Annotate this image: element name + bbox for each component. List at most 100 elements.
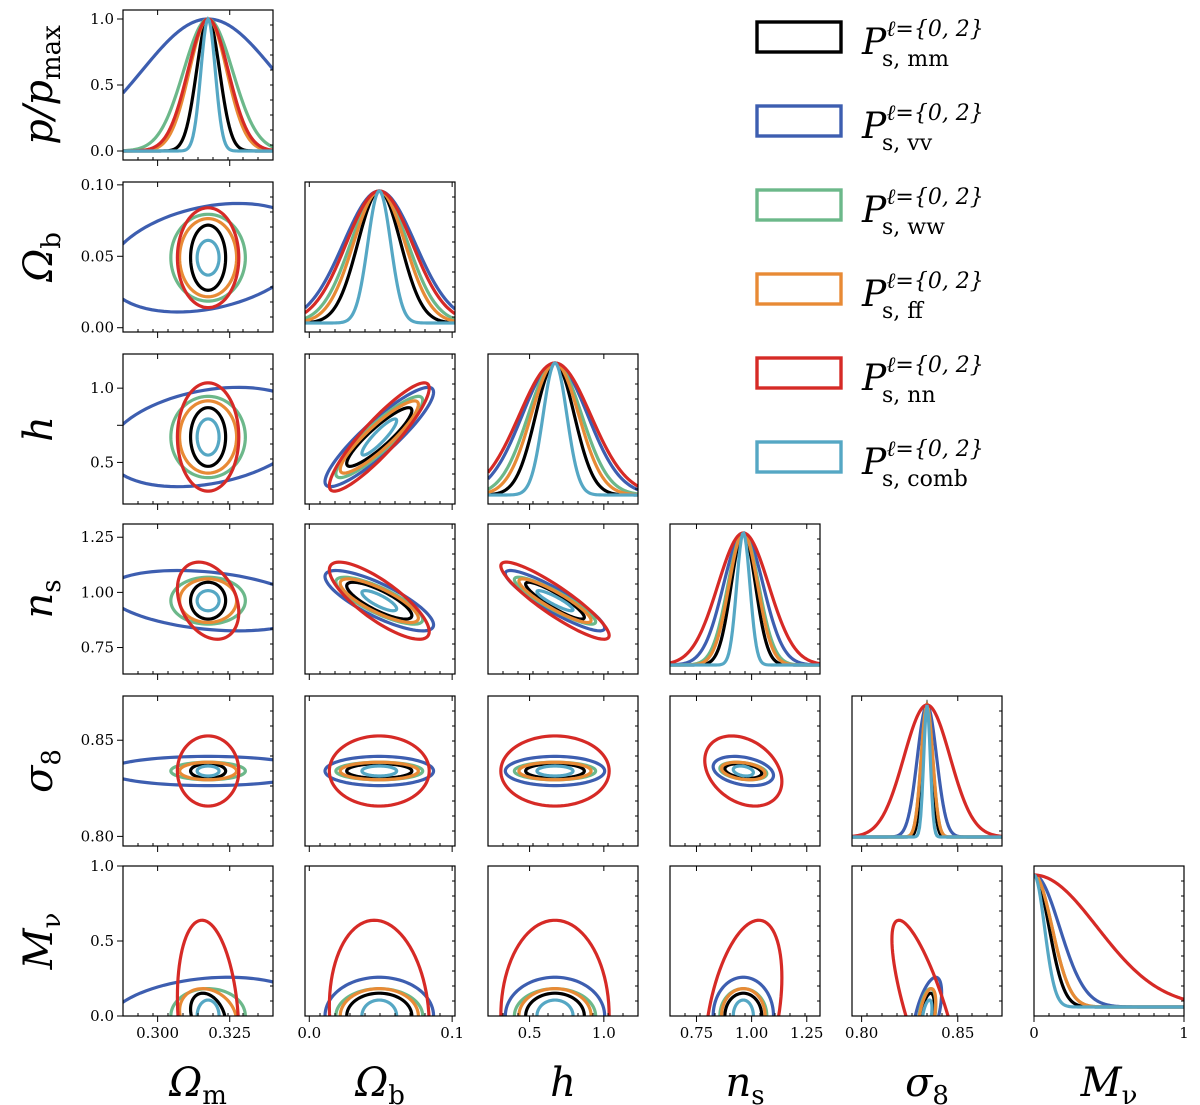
contour-h-s8-series-3 xyxy=(517,760,593,782)
x-tick-label: 1.00 xyxy=(735,1024,768,1042)
panel-ns-s8 xyxy=(669,695,821,852)
contour-Om-Mnu-series-1 xyxy=(123,975,273,1005)
x-axis-label-Om: Ωm xyxy=(168,1060,227,1105)
legend-item: Pℓ={0, 2} s, vv xyxy=(755,101,984,156)
panel-marks xyxy=(670,530,820,667)
contour-Ob-Mnu-series-0 xyxy=(345,991,414,1016)
contour-Ob-h-series-0 xyxy=(345,406,414,468)
panel-Om-Mnu: 0.0 0.5 1.0 0.300 0.325 Ωm Mν xyxy=(16,857,274,1105)
contour-Om-s8-series-0 xyxy=(188,762,228,780)
contour-ns-Mnu-series-1 xyxy=(711,975,776,1016)
panel-frame xyxy=(487,695,639,847)
x-tick-label: 0.1 xyxy=(440,1024,464,1042)
contour-Om-s8-series-5 xyxy=(195,764,221,778)
panel-marks xyxy=(499,734,611,808)
contour-Ob-ns-series-3 xyxy=(338,577,420,625)
contour-h-s8-series-1 xyxy=(503,754,607,788)
legend-item: Pℓ={0, 2} s, ff xyxy=(755,269,984,324)
contour-Om-ns-series-1 xyxy=(123,568,273,633)
legend-item: Pℓ={0, 2} s, ww xyxy=(755,185,984,240)
contour-Om-Ob-series-0 xyxy=(188,223,228,292)
panel-Ob-h xyxy=(304,353,456,510)
contour-Ob-Mnu-series-3 xyxy=(338,987,420,1016)
panel-h-ns xyxy=(487,523,639,680)
y-axis-label-ns: ns xyxy=(16,579,67,618)
panel-marks xyxy=(852,699,1002,839)
x-tick-label: 0.300 xyxy=(136,1024,179,1042)
contour-Om-Mnu-series-0 xyxy=(188,991,227,1016)
contour-Om-s8-series-3 xyxy=(177,760,239,782)
x-tick-label: 1 xyxy=(1179,1024,1189,1042)
y-axis-label-Ob: Ωb xyxy=(16,232,67,283)
contour-h-s8-series-0 xyxy=(524,762,586,780)
panel-marks xyxy=(123,560,273,641)
marginal-s8-series-0 xyxy=(852,699,1002,839)
legend-label: Pℓ={0, 2} s, nn xyxy=(861,353,984,408)
contour-Ob-s8-series-4 xyxy=(327,734,431,808)
legend-swatch xyxy=(755,20,843,54)
contour-ns-s8-series-3 xyxy=(719,760,767,782)
contour-Ob-ns-series-0 xyxy=(345,580,414,621)
contour-Ob-s8-series-5 xyxy=(360,764,399,778)
panel-marks xyxy=(323,381,436,493)
contour-ns-s8-series-1 xyxy=(711,754,776,788)
contour-h-ns-series-3 xyxy=(517,577,593,625)
panel-h-h xyxy=(487,353,639,510)
panel-marks xyxy=(123,381,273,493)
panel-marks xyxy=(1034,873,1184,1009)
legend-item: Pℓ={0, 2} s, mm xyxy=(755,17,984,72)
contour-Om-ns-series-4 xyxy=(175,560,241,641)
contour-Om-h-series-3 xyxy=(177,399,239,475)
panel-frame xyxy=(304,523,456,675)
marginal-Om-series-1 xyxy=(123,17,273,95)
contour-Ob-Mnu-series-5 xyxy=(360,998,399,1016)
legend-label: Pℓ={0, 2} s, vv xyxy=(861,101,984,156)
contour-ns-Mnu-series-5 xyxy=(731,998,755,1016)
contour-h-Mnu-series-5 xyxy=(535,998,575,1016)
panel-s8-s8 xyxy=(851,695,1003,852)
panel-marks xyxy=(123,918,273,1016)
contour-Om-Mnu-series-4 xyxy=(175,918,240,1016)
x-axis-label-h: h xyxy=(550,1060,576,1105)
y-tick-label: 1.0 xyxy=(90,10,114,28)
marginal-s8-series-1 xyxy=(852,702,1002,839)
marginal-Ob-series-1 xyxy=(305,189,455,311)
y-axis-label-s8: σ8 xyxy=(16,749,67,793)
y-tick-label: 0.5 xyxy=(90,932,114,950)
panel-marks xyxy=(499,560,611,641)
marginal-Om-series-2 xyxy=(123,17,273,153)
marginal-ns-series-5 xyxy=(670,530,820,667)
contour-Ob-s8-series-3 xyxy=(338,760,420,782)
y-tick-label: 0.0 xyxy=(90,142,114,160)
panel-s8-Mnu: 0.80 0.85 σ8 xyxy=(845,865,1003,1105)
panel-marks xyxy=(323,734,436,808)
y-tick-label: 1.0 xyxy=(90,857,114,875)
contour-ns-Mnu-series-4 xyxy=(706,918,784,1016)
panel-frame xyxy=(669,695,821,847)
contour-Om-s8-series-4 xyxy=(175,734,241,808)
panel-marks xyxy=(123,734,273,808)
y-axis-label-Om: p/pmax xyxy=(16,25,67,145)
contour-Om-Mnu-series-5 xyxy=(195,998,221,1016)
marginal-s8-series-2 xyxy=(852,700,1002,839)
y-tick-label: 1.0 xyxy=(90,379,114,397)
legend-swatch xyxy=(755,356,843,390)
contour-Ob-Mnu-series-4 xyxy=(327,918,431,1016)
y-tick-label: 0.0 xyxy=(90,1007,114,1025)
panel-Om-s8: 0.80 0.85 σ8 xyxy=(16,695,274,852)
legend-item: Pℓ={0, 2} s, comb xyxy=(755,437,984,492)
panel-Ob-Mnu: 0.0 0.1 Ωb xyxy=(297,865,464,1105)
contour-Ob-ns-series-5 xyxy=(360,589,399,613)
marginal-ns-series-4 xyxy=(670,531,820,666)
panel-Mnu-Mnu: 0 1 Mν xyxy=(1029,865,1189,1105)
panel-Ob-s8 xyxy=(304,695,456,852)
legend-swatch xyxy=(755,272,843,306)
legend-label: Pℓ={0, 2} s, ww xyxy=(861,185,984,240)
contour-Om-ns-series-2 xyxy=(169,575,247,626)
contour-Ob-Mnu-series-1 xyxy=(323,975,436,1016)
panel-marks xyxy=(305,189,455,325)
contour-Ob-h-series-5 xyxy=(360,417,399,457)
panel-Ob-Ob xyxy=(304,181,456,338)
legend-swatch xyxy=(755,188,843,222)
